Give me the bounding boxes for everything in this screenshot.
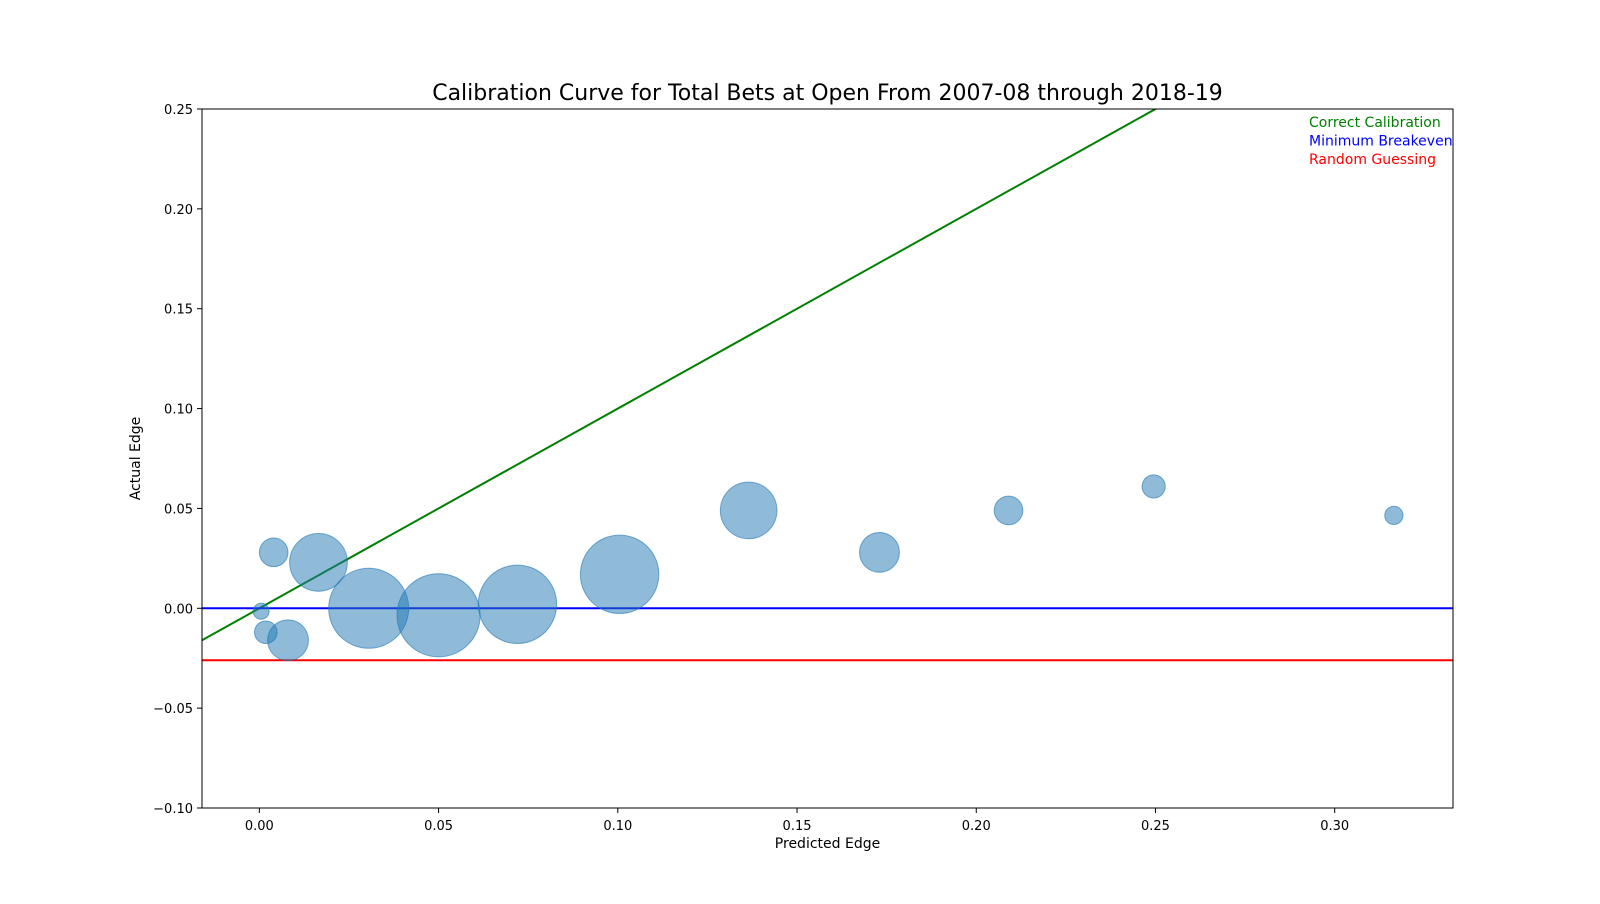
legend-entry: Minimum Breakeven xyxy=(1309,134,1453,150)
legend-entry: Random Guessing xyxy=(1309,152,1436,168)
x-axis-label: Predicted Edge xyxy=(775,836,880,852)
scatter-point xyxy=(993,495,1024,526)
y-tick-label: 0.20 xyxy=(164,203,193,218)
x-tick-label: 0.00 xyxy=(245,819,274,834)
correct-calibration-line xyxy=(202,109,1158,642)
scatter-point xyxy=(252,602,270,620)
y-axis: −0.10 −0.05 0.00 0.05 0.10 0.15 0.20 0.25 xyxy=(153,103,202,817)
scatter-point xyxy=(719,481,778,540)
scatter-point xyxy=(477,564,558,644)
x-tick-label: 0.25 xyxy=(1141,819,1170,834)
x-tick-label: 0.10 xyxy=(603,819,632,834)
scatter-point xyxy=(579,534,660,615)
scatter-point xyxy=(267,619,309,662)
y-axis-label: Actual Edge xyxy=(128,417,144,501)
scatter-point xyxy=(859,531,900,573)
scatter-point xyxy=(328,567,410,649)
chart-title: Calibration Curve for Total Bets at Open… xyxy=(432,81,1223,106)
scatter-point xyxy=(289,533,348,592)
y-tick-label: 0.05 xyxy=(164,502,193,517)
scatter-points xyxy=(252,474,1404,662)
y-tick-label: −0.05 xyxy=(153,702,193,717)
y-tick-label: 0.10 xyxy=(164,403,193,418)
y-tick-label: −0.10 xyxy=(153,802,193,817)
x-tick-label: 0.05 xyxy=(424,819,453,834)
y-tick-label: 0.00 xyxy=(164,602,193,617)
x-tick-label: 0.15 xyxy=(783,819,812,834)
scatter-point xyxy=(396,573,481,658)
x-tick-label: 0.20 xyxy=(962,819,991,834)
scatter-point xyxy=(1141,474,1166,499)
y-tick-label: 0.25 xyxy=(164,103,193,118)
legend-entry: Correct Calibration xyxy=(1309,115,1441,131)
scatter-point xyxy=(258,537,289,568)
scatter-point xyxy=(1384,505,1404,526)
plot-area xyxy=(202,109,1453,662)
y-tick-label: 0.15 xyxy=(164,303,193,318)
x-axis: 0.00 0.05 0.10 0.15 0.20 0.25 0.30 xyxy=(245,808,1349,834)
plot-frame xyxy=(201,108,1454,809)
legend: Correct Calibration Minimum Breakeven Rand… xyxy=(1309,115,1453,168)
x-tick-label: 0.30 xyxy=(1320,819,1349,834)
